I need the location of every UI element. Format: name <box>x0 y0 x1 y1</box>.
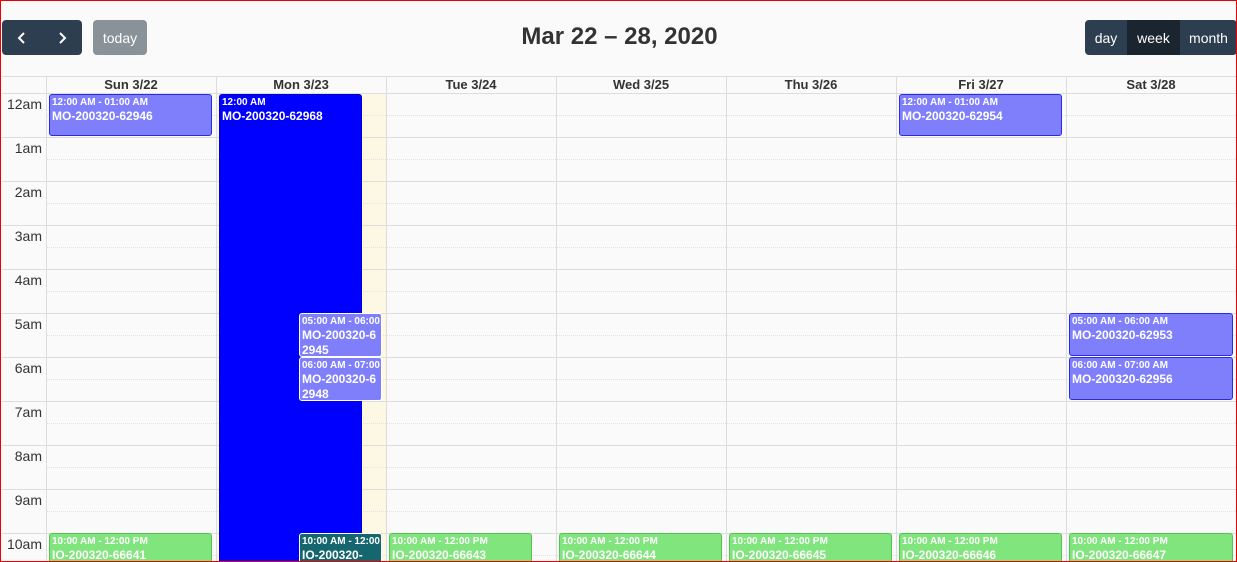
event[interactable]: 10:00 AM - 12:00 PM IO-200320-66644 <box>559 533 722 561</box>
column-line <box>386 76 387 561</box>
time-label: 1am <box>14 140 42 156</box>
event[interactable]: 06:00 AM - 07:00 AM MO-200320-62956 <box>1069 357 1233 400</box>
column-line <box>1066 76 1067 561</box>
event[interactable]: 10:00 AM - 12:00 PM IO-200320-66647 <box>1069 533 1233 561</box>
day-header: Thu 3/26 <box>784 77 838 92</box>
event[interactable]: 10:00 AM - 12:00 IO-200320- <box>299 533 382 561</box>
column-line <box>726 76 727 561</box>
prev-button[interactable] <box>2 20 42 55</box>
hour-line <box>2 225 1236 226</box>
time-label: 5am <box>14 316 42 332</box>
hour-line <box>2 401 1236 402</box>
today-button[interactable]: today <box>93 20 147 55</box>
half-hour-line <box>46 203 1236 204</box>
half-hour-line <box>46 159 1236 160</box>
hour-line <box>2 445 1236 446</box>
event[interactable]: 05:00 AM - 06:00 MO-200320-62945 <box>299 313 382 357</box>
half-hour-line <box>46 423 1236 424</box>
event[interactable]: 10:00 AM - 12:00 PM IO-200320-66641 <box>49 533 212 561</box>
column-line <box>556 76 557 561</box>
week-button[interactable]: week <box>1127 20 1180 55</box>
event[interactable]: 05:00 AM - 06:00 AM MO-200320-62953 <box>1069 313 1233 356</box>
header-bottom-line <box>2 93 1236 94</box>
time-label: 6am <box>14 360 42 376</box>
event[interactable]: 06:00 AM - 07:00 MO-200320-62948 <box>299 357 382 401</box>
event[interactable]: 12:00 AM - 01:00 AM MO-200320-62954 <box>899 94 1062 136</box>
half-hour-line <box>46 511 1236 512</box>
day-header: Fri 3/27 <box>958 77 1004 92</box>
column-line <box>46 76 47 561</box>
chevron-right <box>59 31 67 44</box>
half-hour-line <box>46 379 1236 380</box>
hour-line <box>2 181 1236 182</box>
time-label: 8am <box>14 448 42 464</box>
day-header: Tue 3/24 <box>445 77 497 92</box>
hour-line <box>2 269 1236 270</box>
day-header: Wed 3/25 <box>612 77 670 92</box>
header-top-line <box>2 76 1236 77</box>
day-header: Sat 3/28 <box>1126 77 1176 92</box>
column-line <box>896 76 897 561</box>
day-header: Mon 3/23 <box>273 77 329 92</box>
hour-line <box>2 137 1236 138</box>
hour-line <box>2 489 1236 490</box>
half-hour-line <box>46 247 1236 248</box>
half-hour-line <box>46 335 1236 336</box>
title: Mar 22 – 28, 2020 <box>521 23 718 50</box>
time-label: 4am <box>14 272 42 288</box>
column-line <box>216 76 217 561</box>
time-label: 12am <box>6 96 42 112</box>
event[interactable]: 10:00 AM - 12:00 PM IO-200320-66645 <box>729 533 892 561</box>
time-label: 3am <box>14 228 42 244</box>
chevron-left <box>17 31 25 44</box>
time-label: 7am <box>14 404 42 420</box>
time-label: 2am <box>14 184 42 200</box>
month-button[interactable]: month <box>1180 20 1236 55</box>
event[interactable]: 10:00 AM - 12:00 PM IO-200320-66646 <box>899 533 1062 561</box>
half-hour-line <box>46 115 1236 116</box>
half-hour-line <box>46 467 1236 468</box>
hour-line <box>2 313 1236 314</box>
event[interactable]: 12:00 AM - 01:00 AM MO-200320-62946 <box>49 94 212 136</box>
time-label: 10am <box>6 536 42 552</box>
next-button[interactable] <box>42 20 82 55</box>
time-label: 9am <box>14 492 42 508</box>
event[interactable]: 10:00 AM - 12:00 PM IO-200320-66643 <box>389 533 532 561</box>
half-hour-line <box>46 291 1236 292</box>
day-header: Sun 3/22 <box>104 77 158 92</box>
day-button[interactable]: day <box>1085 20 1127 55</box>
hour-line <box>2 357 1236 358</box>
